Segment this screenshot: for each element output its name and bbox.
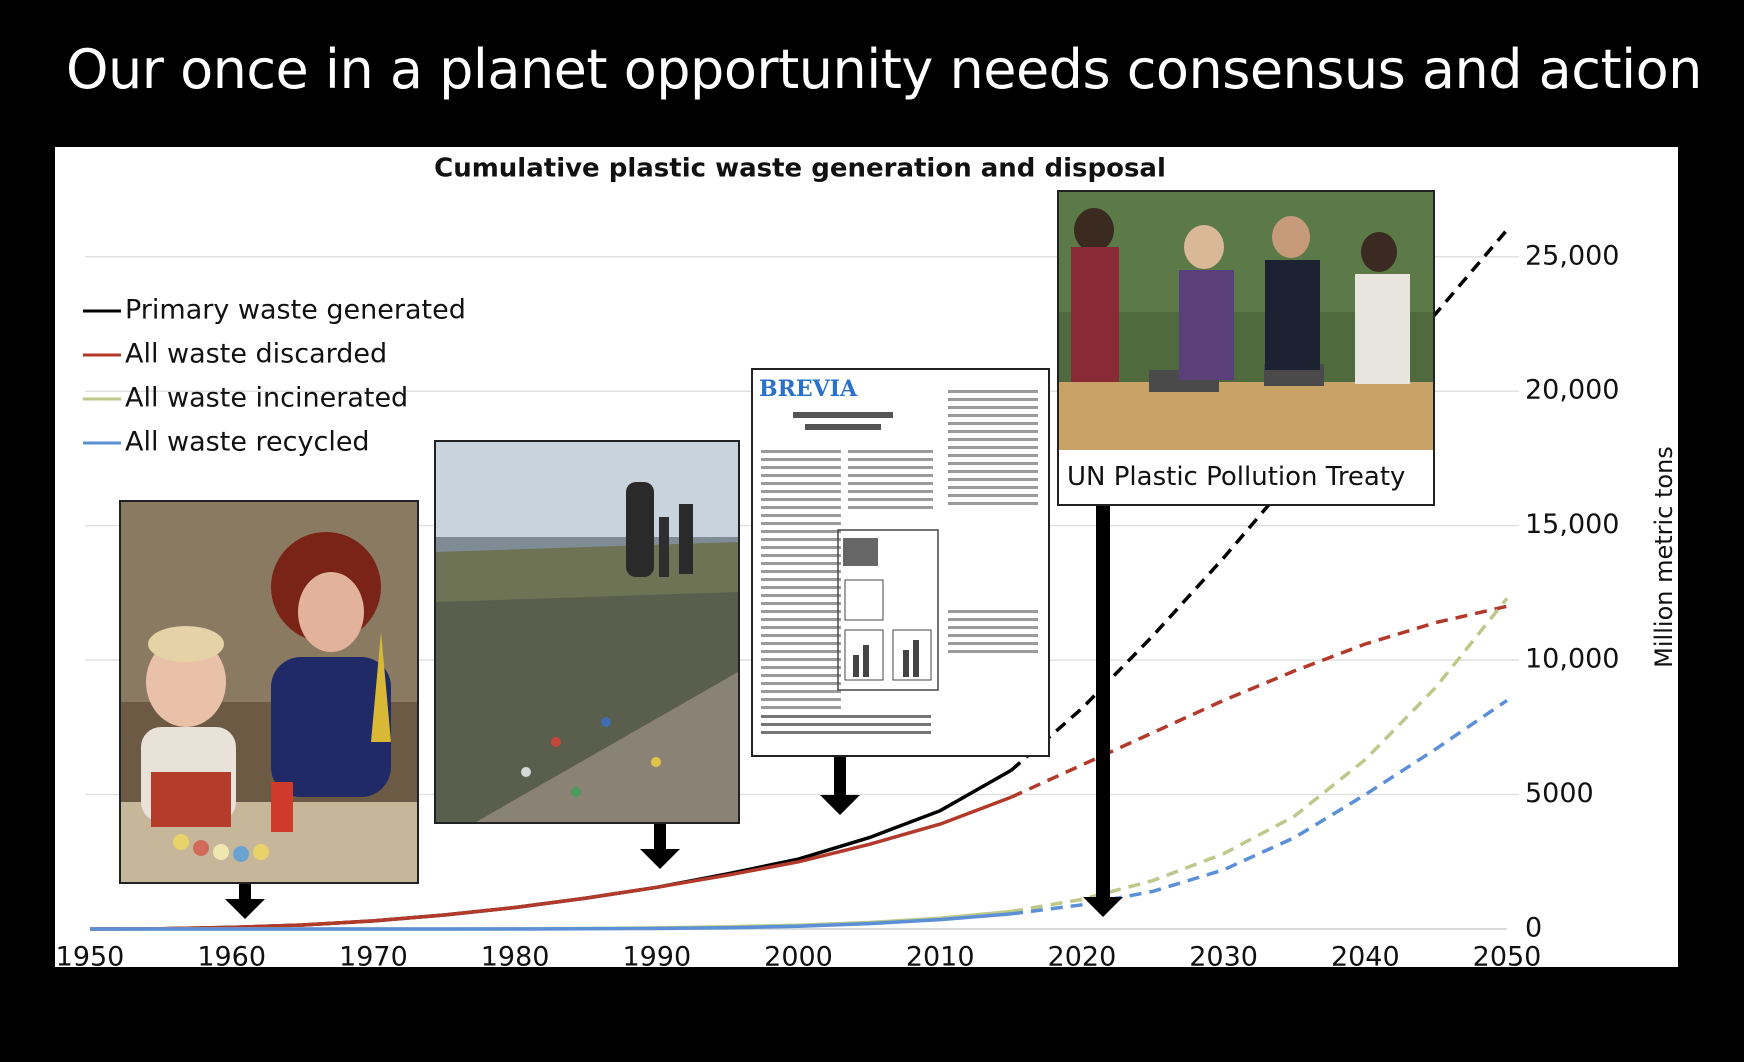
pointer-arrow-head [820, 795, 860, 815]
legend-label: All waste discarded [125, 339, 387, 370]
x-tick-label: 2030 [1189, 942, 1258, 968]
y-axis-label: Million metric tons [1650, 446, 1678, 668]
y-tick-label: 0 [1525, 913, 1542, 944]
x-tick-label: 1970 [339, 942, 408, 968]
photo-1960s-family [119, 500, 419, 884]
pointer-arrow-head [225, 899, 265, 919]
series-line-observed [90, 912, 1012, 931]
series-line-projected [1010, 604, 1508, 799]
photo-littered-beach [434, 440, 740, 824]
x-tick-label: 1960 [197, 942, 266, 968]
series-line-observed [89, 795, 1012, 931]
y-tick-label: 10,000 [1525, 644, 1619, 675]
photo-un-treaty: UN Plastic Pollution Treaty [1057, 190, 1435, 506]
x-tick-label: 2050 [1473, 942, 1542, 968]
x-tick-label: 1980 [481, 942, 550, 968]
x-tick-label: 2000 [764, 942, 833, 968]
slide-title: Our once in a planet opportunity needs c… [66, 38, 1702, 101]
series-line-projected [1010, 698, 1508, 916]
y-tick-label: 5000 [1525, 778, 1594, 809]
legend-label: All waste incinerated [125, 383, 408, 414]
treaty-caption: UN Plastic Pollution Treaty [1059, 450, 1433, 504]
x-tick-label: 2020 [1048, 942, 1117, 968]
pointer-arrow-head [1083, 897, 1123, 917]
y-tick-label: 15,000 [1525, 509, 1619, 540]
pointer-arrow-head [640, 849, 680, 869]
y-tick-label: 25,000 [1525, 240, 1619, 271]
x-tick-label: 1950 [56, 942, 125, 968]
series-line-projected [1010, 597, 1509, 914]
legend-label: Primary waste generated [125, 295, 466, 326]
legend-label: All waste recycled [125, 427, 370, 458]
x-tick-label: 2010 [906, 942, 975, 968]
article-header: BREVIA [759, 376, 858, 402]
x-tick-label: 2040 [1331, 942, 1400, 968]
x-tick-label: 1990 [622, 942, 691, 968]
y-tick-label: 20,000 [1525, 375, 1619, 406]
photo-brevia-article: BREVIA [751, 368, 1050, 757]
chart-title: Cumulative plastic waste generation and … [434, 154, 1166, 184]
